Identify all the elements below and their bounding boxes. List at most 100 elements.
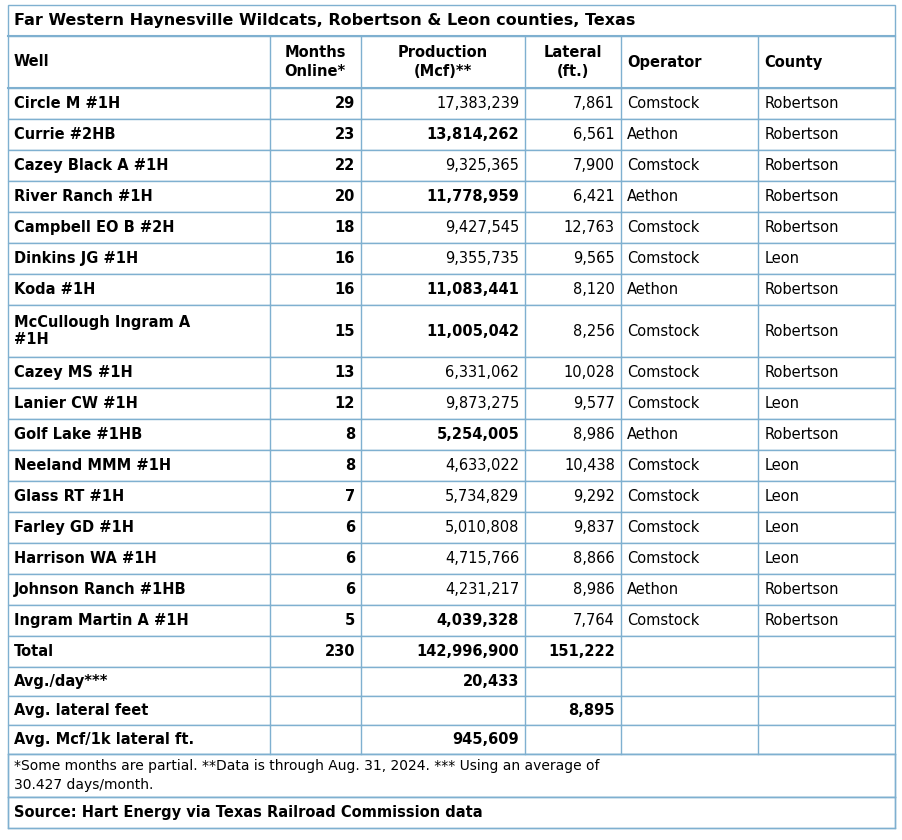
Text: 8: 8: [345, 458, 354, 473]
Text: 9,565: 9,565: [573, 251, 614, 266]
Bar: [8, 636, 894, 667]
Text: Comstock: Comstock: [626, 520, 698, 535]
Text: 11,083,441: 11,083,441: [426, 282, 519, 297]
Text: 7,900: 7,900: [572, 158, 614, 173]
Text: County: County: [764, 55, 822, 70]
Text: 6,331,062: 6,331,062: [445, 365, 519, 380]
Text: 9,577: 9,577: [573, 396, 614, 411]
Text: 17,383,239: 17,383,239: [436, 96, 519, 111]
Text: Leon: Leon: [764, 551, 798, 566]
Text: 9,427,545: 9,427,545: [445, 220, 519, 235]
Bar: [8, 696, 894, 725]
Text: 10,028: 10,028: [563, 365, 614, 380]
Text: Source: Hart Energy via Texas Railroad Commission data: Source: Hart Energy via Texas Railroad C…: [14, 805, 482, 820]
Text: McCullough Ingram A
#1H: McCullough Ingram A #1H: [14, 315, 190, 347]
Text: River Ranch #1H: River Ranch #1H: [14, 189, 152, 204]
Text: Comstock: Comstock: [626, 396, 698, 411]
Text: Aethon: Aethon: [626, 282, 678, 297]
Bar: [8, 243, 894, 274]
Text: Robertson: Robertson: [764, 158, 838, 173]
Text: 6: 6: [345, 582, 354, 597]
Text: *Some months are partial. **Data is through Aug. 31, 2024. *** Using an average : *Some months are partial. **Data is thro…: [14, 759, 599, 792]
Text: 13: 13: [335, 365, 354, 380]
Text: 6,561: 6,561: [573, 127, 614, 142]
Text: Robertson: Robertson: [764, 582, 838, 597]
Text: Circle M #1H: Circle M #1H: [14, 96, 120, 111]
Text: Robertson: Robertson: [764, 323, 838, 339]
Text: Leon: Leon: [764, 396, 798, 411]
Text: Robertson: Robertson: [764, 220, 838, 235]
Text: 7,764: 7,764: [573, 613, 614, 628]
Text: Aethon: Aethon: [626, 427, 678, 442]
Text: Leon: Leon: [764, 520, 798, 535]
Text: 11,778,959: 11,778,959: [426, 189, 519, 204]
Text: Robertson: Robertson: [764, 189, 838, 204]
Text: Golf Lake #1HB: Golf Lake #1HB: [14, 427, 143, 442]
Text: 9,837: 9,837: [573, 520, 614, 535]
Bar: [8, 181, 894, 212]
Text: 4,231,217: 4,231,217: [445, 582, 519, 597]
Text: 15: 15: [334, 323, 354, 339]
Text: 16: 16: [335, 282, 354, 297]
Text: 12: 12: [335, 396, 354, 411]
Text: 5,734,829: 5,734,829: [445, 489, 519, 504]
Text: Lanier CW #1H: Lanier CW #1H: [14, 396, 138, 411]
Bar: [8, 388, 894, 419]
Text: 151,222: 151,222: [548, 644, 614, 659]
Text: Production
(Mcf)**: Production (Mcf)**: [398, 45, 488, 80]
Text: Robertson: Robertson: [764, 427, 838, 442]
Text: 12,763: 12,763: [563, 220, 614, 235]
Text: 6,421: 6,421: [573, 189, 614, 204]
Text: Comstock: Comstock: [626, 365, 698, 380]
Text: 5,254,005: 5,254,005: [436, 427, 519, 442]
Bar: [8, 357, 894, 388]
Text: 9,325,365: 9,325,365: [445, 158, 519, 173]
Text: Robertson: Robertson: [764, 127, 838, 142]
Text: Robertson: Robertson: [764, 282, 838, 297]
Bar: [8, 797, 894, 828]
Text: Leon: Leon: [764, 489, 798, 504]
Text: Comstock: Comstock: [626, 323, 698, 339]
Text: Cazey MS #1H: Cazey MS #1H: [14, 365, 133, 380]
Text: 11,005,042: 11,005,042: [426, 323, 519, 339]
Text: Cazey Black A #1H: Cazey Black A #1H: [14, 158, 169, 173]
Bar: [8, 754, 894, 797]
Text: 9,292: 9,292: [573, 489, 614, 504]
Text: Total: Total: [14, 644, 54, 659]
Bar: [8, 419, 894, 450]
Bar: [8, 450, 894, 481]
Bar: [8, 36, 894, 88]
Text: Glass RT #1H: Glass RT #1H: [14, 489, 124, 504]
Text: Months
Online*: Months Online*: [284, 45, 345, 80]
Bar: [8, 88, 894, 119]
Text: Johnson Ranch #1HB: Johnson Ranch #1HB: [14, 582, 187, 597]
Text: 20,433: 20,433: [462, 674, 519, 689]
Text: 18: 18: [334, 220, 354, 235]
Text: Avg. Mcf/1k lateral ft.: Avg. Mcf/1k lateral ft.: [14, 732, 194, 747]
Text: Comstock: Comstock: [626, 489, 698, 504]
Text: 16: 16: [335, 251, 354, 266]
Text: Aethon: Aethon: [626, 582, 678, 597]
Text: Robertson: Robertson: [764, 365, 838, 380]
Text: 8,866: 8,866: [573, 551, 614, 566]
Text: 4,715,766: 4,715,766: [445, 551, 519, 566]
Text: Koda #1H: Koda #1H: [14, 282, 96, 297]
Text: Robertson: Robertson: [764, 96, 838, 111]
Text: 4,039,328: 4,039,328: [437, 613, 519, 628]
Text: Comstock: Comstock: [626, 220, 698, 235]
Text: 6: 6: [345, 520, 354, 535]
Text: 9,873,275: 9,873,275: [445, 396, 519, 411]
Text: Comstock: Comstock: [626, 458, 698, 473]
Text: Ingram Martin A #1H: Ingram Martin A #1H: [14, 613, 189, 628]
Text: Comstock: Comstock: [626, 96, 698, 111]
Bar: [8, 481, 894, 512]
Text: 8,256: 8,256: [573, 323, 614, 339]
Bar: [8, 543, 894, 574]
Text: Well: Well: [14, 55, 50, 70]
Text: Lateral
(ft.): Lateral (ft.): [543, 45, 602, 80]
Text: Comstock: Comstock: [626, 251, 698, 266]
Text: 29: 29: [335, 96, 354, 111]
Text: 8: 8: [345, 427, 354, 442]
Bar: [8, 605, 894, 636]
Text: Farley GD #1H: Farley GD #1H: [14, 520, 133, 535]
